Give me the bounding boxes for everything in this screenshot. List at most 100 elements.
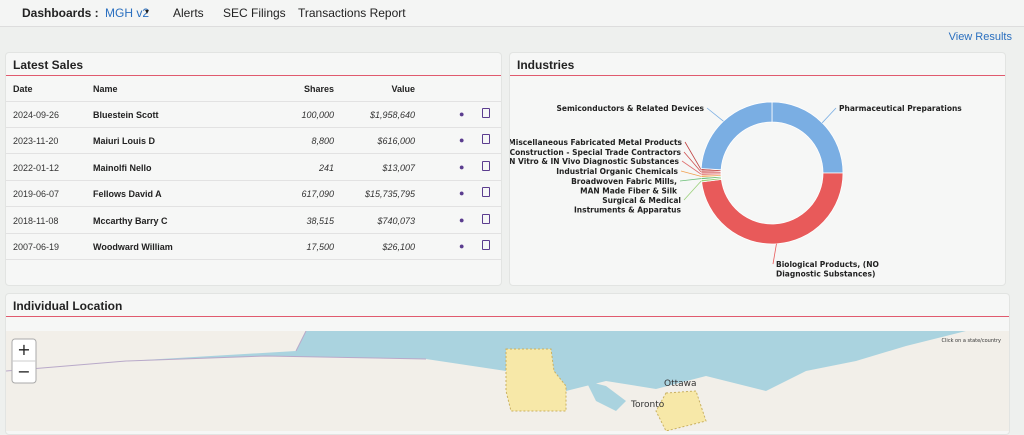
cell: Mccarthy Barry C [93, 215, 168, 226]
slice-label: Miscellaneous Fabricated Metal Products [510, 138, 683, 147]
row-divider [6, 232, 501, 234]
slice-label: Semiconductors & Related Devices [556, 104, 704, 113]
slice-label: Surgical & Medical [602, 196, 681, 205]
cell: 17,500 [306, 242, 334, 252]
document-icon[interactable] [482, 108, 490, 118]
cell: 2019-06-07 [13, 189, 60, 200]
title-rule [6, 75, 501, 76]
person-icon[interactable]: ● [459, 135, 465, 146]
cell: Maiuri Louis D [93, 136, 156, 147]
slice-label: Broadwoven Fabric Mills, [571, 177, 677, 186]
leader-line [683, 180, 702, 201]
donut-chart: Pharmaceutical Preparations Biological Pr… [510, 101, 962, 279]
nav-item[interactable]: Transactions Report [298, 6, 406, 20]
title-rule [6, 316, 1009, 317]
cell: $616,000 [377, 136, 415, 147]
cell: 2007-06-19 [13, 242, 60, 252]
row-divider [6, 259, 501, 260]
row-divider [6, 127, 501, 128]
person-icon[interactable]: ● [459, 241, 465, 251]
sales-panel: Latest Sales Date Name Shares Value 2024-09-… [5, 52, 502, 286]
cell: $13,007 [382, 162, 415, 173]
panel-title: Industries [517, 58, 575, 72]
cell: 617,090 [301, 189, 334, 200]
cell: Mainolfi Nello [93, 162, 152, 173]
nav-item[interactable]: Alerts [173, 6, 204, 20]
cell: 38,515 [306, 215, 334, 226]
zoom-out[interactable]: − [17, 362, 30, 381]
highlighted-state[interactable] [655, 390, 707, 431]
slice-label: MAN Made Fiber & Silk [580, 187, 678, 196]
cell: 100,000 [301, 110, 334, 120]
lake [586, 381, 626, 411]
nav-item[interactable]: MGH v2 [105, 6, 150, 20]
leader-line [681, 160, 702, 175]
cell: 2024-09-26 [13, 110, 60, 120]
column-header: Value [391, 84, 415, 94]
donut-slice [701, 172, 844, 245]
document-icon[interactable] [482, 187, 490, 198]
row-divider [6, 179, 501, 181]
place-label: Toronto [630, 400, 665, 410]
cell: $26,100 [382, 242, 415, 252]
row-divider [6, 206, 501, 208]
donut-slice [771, 101, 844, 174]
leader-line [680, 170, 702, 177]
row-divider [6, 101, 501, 102]
cell: Bluestein Scott [93, 110, 159, 120]
person-icon[interactable]: ● [459, 214, 465, 225]
leader-line [679, 178, 702, 182]
map[interactable]: Ottawa Toronto Click on a state/country … [6, 331, 1009, 431]
person-icon[interactable]: ● [459, 188, 465, 199]
place-label: Ottawa [664, 379, 697, 389]
column-header: Name [93, 84, 118, 94]
nav-item[interactable]: SEC Filings [223, 6, 286, 20]
cell: 2023-11-20 [13, 136, 59, 147]
cell: $15,735,795 [364, 189, 415, 200]
column-header: Date [13, 84, 33, 94]
slice-label: Industrial Organic Chemicals [556, 167, 678, 176]
title-rule [510, 75, 1005, 76]
row-divider [6, 153, 501, 155]
map-hint: Click on a state/country [942, 338, 1001, 344]
person-icon[interactable]: ● [459, 109, 465, 119]
cell: 2018-11-08 [13, 215, 59, 226]
donut-slice [700, 101, 773, 171]
location-panel: Individual Location Ottawa Toronto Click… [5, 293, 1010, 435]
highlighted-state[interactable] [505, 348, 567, 412]
industries-panel: Industries Pharmaceutical Preparations Bi… [509, 52, 1006, 286]
slice-label: IN Vitro & IN Vivo Diagnostic Substances [510, 157, 680, 166]
document-icon[interactable] [482, 240, 490, 250]
document-icon[interactable] [482, 160, 490, 171]
cell: Woodward William [93, 242, 173, 252]
cell: 8,800 [311, 136, 334, 147]
zoom-in[interactable]: + [17, 340, 30, 359]
cell: Fellows David A [93, 189, 162, 200]
cell: $1,958,640 [369, 110, 415, 120]
leader-line [683, 151, 702, 173]
slice-label: Biological Products, (NO [776, 260, 879, 269]
leader-line [706, 107, 724, 122]
slice-label: Diagnostic Substances) [776, 270, 875, 279]
nav-bar: Dashboards : MGH v2 ▾ Alerts SEC Filings… [0, 0, 1024, 27]
panel-title: Latest Sales [13, 58, 84, 72]
caret-icon: ▾ [145, 7, 150, 16]
nav-label: Dashboards : [22, 6, 99, 20]
leader-line [684, 141, 702, 170]
panel-title: Individual Location [13, 299, 123, 313]
slice-label: Construction - Special Trade Contractors [510, 148, 682, 157]
document-icon[interactable] [482, 213, 490, 224]
view-results[interactable]: View Results [948, 31, 1012, 43]
slice-label: Pharmaceutical Preparations [839, 104, 962, 113]
document-icon[interactable] [482, 134, 490, 145]
slice-label: Instruments & Apparatus [574, 206, 682, 215]
column-header: Shares [303, 84, 334, 94]
leader-line [772, 243, 777, 265]
cell: 2022-01-12 [13, 162, 60, 173]
cell: 241 [318, 162, 334, 173]
land [6, 331, 306, 371]
cell: $740,073 [377, 215, 415, 226]
leader-line [821, 107, 837, 124]
person-icon[interactable]: ● [459, 161, 465, 172]
